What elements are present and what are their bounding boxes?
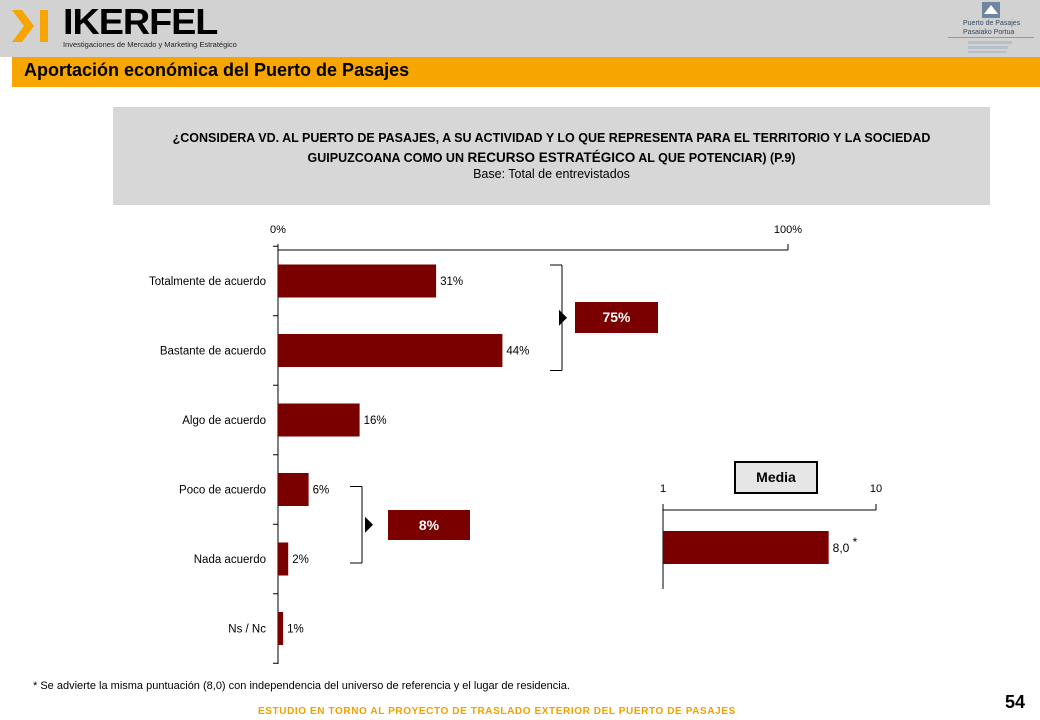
partner-name-line2: Pasaiako Portua <box>963 29 1015 36</box>
x-tick-label: 100% <box>774 224 802 236</box>
port-logo-icon <box>982 2 1000 18</box>
value-label: 44% <box>506 346 529 358</box>
partner-divider <box>948 37 1034 38</box>
mean-value-label: 8,0 <box>833 541 850 555</box>
value-label: 2% <box>292 554 309 566</box>
partner-fineprint <box>968 46 1008 49</box>
group-total-agree: 75% <box>575 302 658 334</box>
category-label: Poco de acuerdo <box>179 485 266 497</box>
ikerfel-logo-text: IKERFEL <box>63 1 218 42</box>
category-label: Nada acuerdo <box>194 554 266 566</box>
category-label: Ns / Nc <box>228 624 266 636</box>
page-number: 54 <box>1005 692 1026 712</box>
value-label: 16% <box>364 415 387 427</box>
mean-tick-label: 1 <box>660 483 666 495</box>
value-label: 1% <box>287 624 304 636</box>
group-total-disagree: 8% <box>388 509 470 540</box>
partner-fineprint <box>968 51 1006 53</box>
question-text: ¿CONSIDERA VD. AL PUERTO DE PASAJES, A S… <box>133 129 970 168</box>
mean-marker: * <box>853 535 858 549</box>
header-bar: IKERFEL Investigaciones de Mercado y Mar… <box>0 0 1040 57</box>
bar <box>278 403 360 437</box>
bar <box>278 612 284 645</box>
footnote: * Se advierte la misma puntuación (8,0) … <box>33 680 570 692</box>
ikerfel-tagline: Investigaciones de Mercado y Marketing E… <box>63 40 237 49</box>
question-base: Base: Total de entrevistados <box>473 167 630 181</box>
mean-bar <box>663 531 829 564</box>
mean-chart-title: Media <box>734 461 818 494</box>
question-highlight: RECURSO ESTRATÉGICO <box>467 150 636 165</box>
partner-fineprint <box>968 41 1012 44</box>
value-label: 6% <box>313 485 330 497</box>
group-arrow <box>365 516 373 533</box>
page-title: Aportación económica del Puerto de Pasaj… <box>24 60 410 80</box>
question-box: ¿CONSIDERA VD. AL PUERTO DE PASAJES, A S… <box>113 107 990 205</box>
bar <box>278 473 309 506</box>
partner-name-line1: Puerto de Pasajes <box>963 20 1021 27</box>
ikerfel-arrow-logo-icon <box>12 10 48 42</box>
bar <box>278 542 289 576</box>
category-label: Algo de acuerdo <box>182 415 266 427</box>
question-text-after: AL QUE POTENCIAR) (P.9) <box>638 151 796 165</box>
question-text-before: ¿CONSIDERA VD. AL PUERTO DE PASAJES, A S… <box>172 131 931 165</box>
bar <box>278 334 503 367</box>
mean-tick-label: 10 <box>870 483 882 495</box>
bar <box>278 264 437 298</box>
category-label: Totalmente de acuerdo <box>149 276 266 288</box>
title-bar: Aportación económica del Puerto de Pasaj… <box>12 57 1040 87</box>
group-arrow <box>559 309 567 326</box>
value-label: 31% <box>440 276 463 288</box>
x-tick-label: 0% <box>270 224 286 236</box>
category-label: Bastante de acuerdo <box>160 346 266 358</box>
footer-text: ESTUDIO EN TORNO AL PROYECTO DE TRASLADO… <box>258 706 736 717</box>
